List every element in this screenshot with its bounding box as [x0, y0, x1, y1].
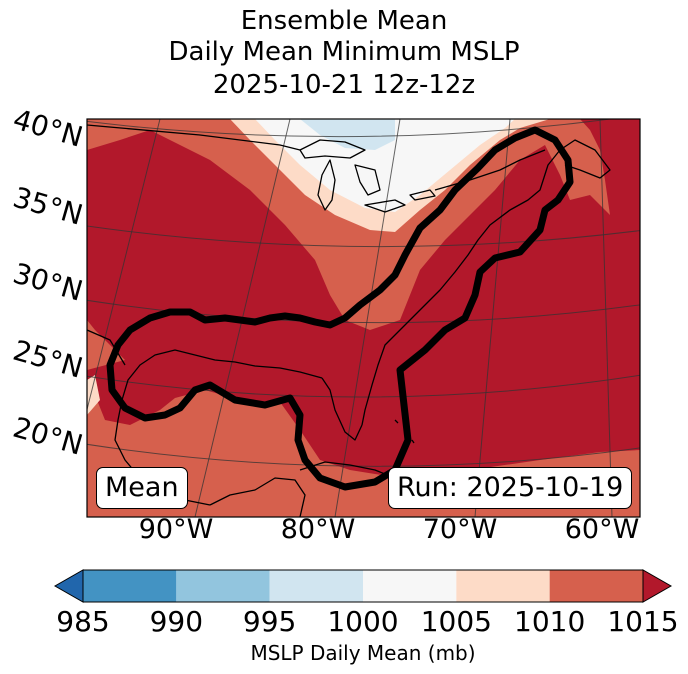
- colorbar-tick-1005: 1005: [420, 605, 492, 638]
- graticule-lat-40: [87, 119, 615, 138]
- colorbar-extend-low: [53, 569, 84, 603]
- coast-east: [361, 149, 561, 426]
- coast-maritime: [559, 139, 611, 179]
- border-us-mexico: [87, 329, 126, 366]
- field-1000-1005: [255, 119, 515, 212]
- colorbar-bin-990-995: [176, 570, 270, 602]
- coast-lake-superior: [299, 139, 366, 159]
- coast-lake-michigan: [317, 159, 336, 211]
- graticule-lon-80: [334, 119, 401, 517]
- coast-florida: [321, 377, 363, 441]
- colorbar-bin-995-1000: [269, 570, 363, 602]
- colorbar-tick-990: 990: [149, 605, 204, 638]
- lon-label-90w: 90°W: [138, 514, 214, 545]
- colorbar-title: MSLP Daily Mean (mb): [250, 641, 476, 665]
- field-1005-1010-west: [87, 375, 100, 415]
- field-995-1000: [300, 119, 395, 150]
- title-line-3: 2025-10-21 12z-12z: [212, 70, 476, 100]
- coast-lake-huron: [354, 164, 381, 196]
- graticule-lon-70: [474, 119, 511, 517]
- coast-lake-erie: [364, 199, 406, 213]
- title-line-2: Daily Mean Minimum MSLP: [168, 37, 520, 67]
- colorbar-extend-high: [642, 569, 673, 603]
- colorbar-frame: [82, 569, 644, 603]
- run-date-box: Run: 2025-10-19: [388, 467, 633, 509]
- graticule-lon-100: [87, 119, 161, 412]
- lon-label-60w: 60°W: [564, 514, 640, 545]
- colorbar-bin-985-990: [83, 570, 177, 602]
- colorbar-tick-985: 985: [56, 605, 110, 638]
- lon-label-70w: 70°W: [422, 514, 498, 545]
- coast-yucatan: [209, 477, 306, 517]
- colorbar-tick-1000: 1000: [327, 605, 399, 638]
- graticule-lat-35: [87, 225, 640, 248]
- colorbar: [53, 569, 673, 603]
- graticule-lon-60: [599, 119, 613, 517]
- colorbar-tick-1010: 1010: [514, 605, 586, 638]
- title-line-1: Ensemble Mean: [240, 6, 448, 36]
- map-frame: [86, 118, 641, 518]
- graticule-lat-25: [87, 374, 640, 398]
- colorbar-tick-1015: 1015: [607, 605, 679, 638]
- colorbar-bin-1000-1005: [363, 570, 457, 602]
- field-1010-1015-north: [87, 119, 610, 330]
- colorbar-bin-1010-1015: [549, 570, 643, 602]
- colorbar-bin-1005-1010: [456, 570, 550, 602]
- mean-label-box: Mean: [96, 467, 188, 509]
- border-us-canada: [87, 124, 301, 151]
- coast-lake-ontario: [409, 189, 436, 201]
- graticule-lat-20: [87, 443, 640, 467]
- graticule-lat-30: [87, 299, 640, 324]
- colorbar-tick-995: 995: [242, 605, 297, 638]
- lon-label-80w: 80°W: [280, 514, 356, 545]
